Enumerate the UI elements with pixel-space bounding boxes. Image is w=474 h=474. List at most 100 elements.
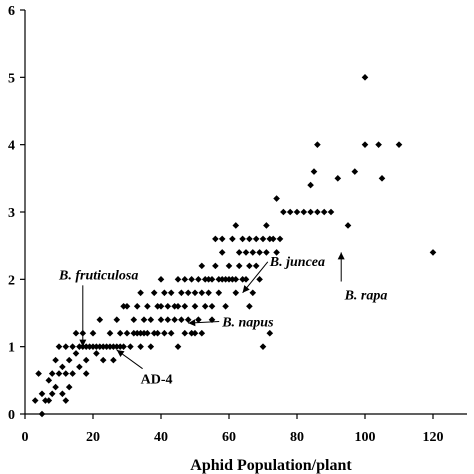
annotation-arrowhead — [188, 319, 196, 327]
data-point — [198, 262, 206, 270]
data-point — [59, 363, 66, 371]
data-point — [307, 181, 314, 189]
annotation-label: B. juncea — [269, 255, 325, 270]
data-point — [198, 289, 206, 297]
data-point — [161, 329, 168, 337]
data-point — [116, 343, 124, 350]
data-point — [123, 329, 131, 337]
data-point — [334, 175, 342, 182]
y-tick-label: 3 — [8, 206, 15, 221]
data-point — [140, 316, 148, 324]
data-point — [130, 329, 138, 337]
data-point — [147, 343, 155, 350]
data-point — [314, 141, 321, 148]
data-point — [191, 329, 199, 337]
data-point — [167, 289, 175, 297]
data-point — [99, 343, 107, 350]
data-point — [246, 262, 253, 270]
x-tick-label: 40 — [154, 430, 168, 445]
data-point — [137, 289, 144, 297]
data-point — [249, 249, 257, 256]
data-point — [62, 343, 70, 350]
data-point — [127, 343, 134, 350]
data-point — [263, 222, 270, 229]
data-point — [235, 262, 243, 270]
data-point — [310, 168, 318, 175]
data-point — [147, 316, 155, 324]
data-point — [208, 276, 216, 283]
annotation-arrowhead — [79, 339, 87, 347]
data-point — [293, 208, 301, 216]
data-point — [76, 363, 83, 371]
y-tick-label: 6 — [8, 4, 15, 19]
data-point — [42, 397, 49, 404]
data-point — [205, 276, 212, 283]
data-point — [106, 343, 114, 350]
data-point — [246, 302, 253, 310]
data-point — [178, 289, 185, 297]
data-point — [82, 370, 90, 377]
data-point — [327, 208, 335, 216]
y-tick-label: 0 — [8, 408, 15, 423]
data-point — [212, 262, 219, 270]
y-tick-label: 1 — [8, 341, 15, 356]
data-point — [120, 302, 127, 310]
data-point — [45, 377, 53, 384]
data-point — [320, 208, 328, 216]
data-point — [171, 316, 178, 324]
data-point — [137, 329, 144, 337]
data-point — [38, 390, 46, 398]
data-point — [65, 383, 73, 391]
x-tick-label: 80 — [290, 430, 304, 445]
data-point — [375, 141, 382, 148]
data-point — [215, 276, 223, 283]
data-point — [232, 289, 240, 297]
data-point — [96, 316, 104, 324]
data-point — [161, 289, 168, 297]
data-point — [154, 329, 161, 337]
annotations: B. fruticulosa B. juncea B. napus AD-4 B. ra… — [58, 252, 387, 388]
data-point — [212, 235, 219, 243]
data-point — [103, 343, 110, 350]
data-point — [273, 249, 280, 256]
data-point — [174, 302, 182, 310]
data-point — [225, 276, 233, 283]
data-point — [164, 302, 172, 310]
data-point — [144, 329, 151, 337]
data-point — [93, 343, 100, 350]
data-point — [273, 195, 280, 202]
data-point — [62, 397, 70, 404]
y-tick-label: 4 — [8, 139, 15, 154]
data-point — [133, 302, 141, 310]
x-tick-label: 100 — [355, 430, 376, 445]
data-point — [229, 235, 236, 243]
data-point — [133, 329, 141, 337]
data-point — [218, 249, 226, 256]
data-point — [99, 356, 107, 364]
data-point — [256, 276, 263, 283]
annotation-label: B. napus — [221, 315, 274, 330]
data-point — [263, 249, 270, 256]
data-point — [205, 289, 212, 297]
data-point — [242, 249, 250, 256]
data-point — [79, 343, 87, 350]
data-point — [344, 222, 352, 229]
data-point — [222, 302, 229, 310]
data-point — [307, 208, 314, 216]
data-point — [242, 276, 250, 283]
data-point — [195, 276, 202, 283]
data-point — [106, 329, 114, 337]
data-point — [174, 276, 182, 283]
data-point — [395, 141, 403, 148]
annotation-label: B. fruticulosa — [58, 268, 138, 283]
data-point — [181, 302, 189, 310]
data-point — [76, 343, 83, 350]
data-point — [86, 343, 93, 350]
data-point — [188, 276, 195, 283]
x-tick-label: 60 — [222, 430, 236, 445]
data-point — [154, 302, 161, 310]
plot-area — [31, 74, 437, 418]
data-point — [96, 343, 104, 350]
data-point — [181, 276, 189, 283]
data-point — [276, 235, 284, 243]
